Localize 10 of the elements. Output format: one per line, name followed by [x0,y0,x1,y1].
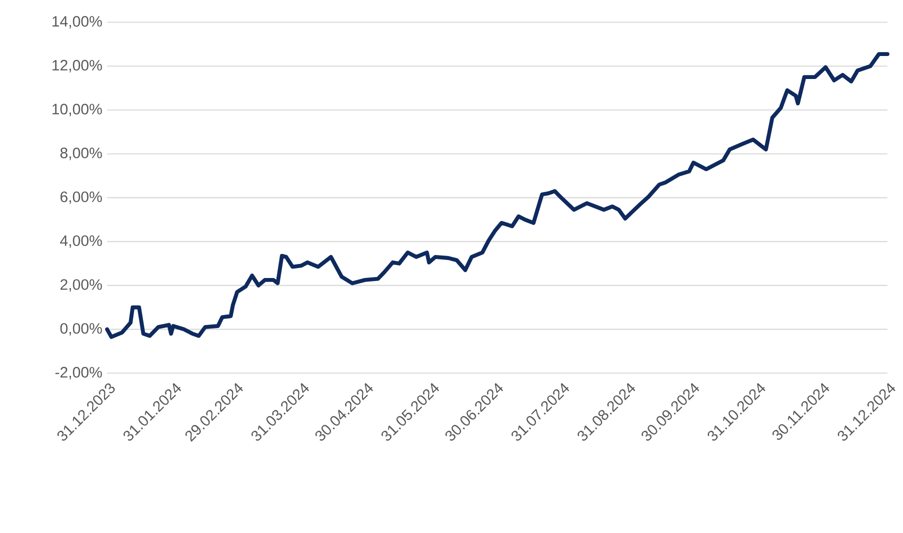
y-tick-label: 10,00% [52,104,102,116]
line-series [105,52,890,339]
y-tick-label: -2,00% [55,366,102,380]
y-tick-label: 0,00% [60,323,102,336]
y-tick-label: 6,00% [60,192,102,204]
y-tick-label: 2,00% [60,279,102,292]
y-tick-label: 8,00% [60,148,102,160]
y-tick-label: 14,00% [52,16,102,29]
y-tick-label: 4,00% [60,235,102,248]
y-tick-label: 12,00% [52,60,102,72]
